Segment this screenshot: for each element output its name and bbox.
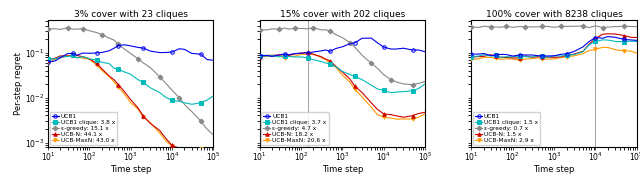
Title: 15% cover with 202 cliques: 15% cover with 202 cliques <box>280 10 405 19</box>
Legend: UCB1, UCB1 clique: 3.7 x, ε-greedy: 4.7 x, UCB-N: 18.2 x, UCB-MaxN: 20.6 x: UCB1, UCB1 clique: 3.7 x, ε-greedy: 4.7 … <box>262 112 328 145</box>
Y-axis label: Per-step regret: Per-step regret <box>14 52 23 115</box>
Legend: UCB1, UCB1 clique: 3.8 x, ε-greedy: 15.1 x, UCB-N: 44.1 x, UCB-MaxN: 43.0 x: UCB1, UCB1 clique: 3.8 x, ε-greedy: 15.1… <box>50 112 117 145</box>
Legend: UCB1, UCB1 clique: 1.5 x, ε-greedy: 0.7 x, UCB-N: 1.5 x, UCB-MaxN: 2.9 x: UCB1, UCB1 clique: 1.5 x, ε-greedy: 0.7 … <box>473 112 540 145</box>
X-axis label: Time step: Time step <box>322 165 363 174</box>
Title: 3% cover with 23 cliques: 3% cover with 23 cliques <box>74 10 188 19</box>
X-axis label: Time step: Time step <box>533 165 575 174</box>
Title: 100% cover with 8238 cliques: 100% cover with 8238 cliques <box>486 10 623 19</box>
X-axis label: Time step: Time step <box>110 165 152 174</box>
